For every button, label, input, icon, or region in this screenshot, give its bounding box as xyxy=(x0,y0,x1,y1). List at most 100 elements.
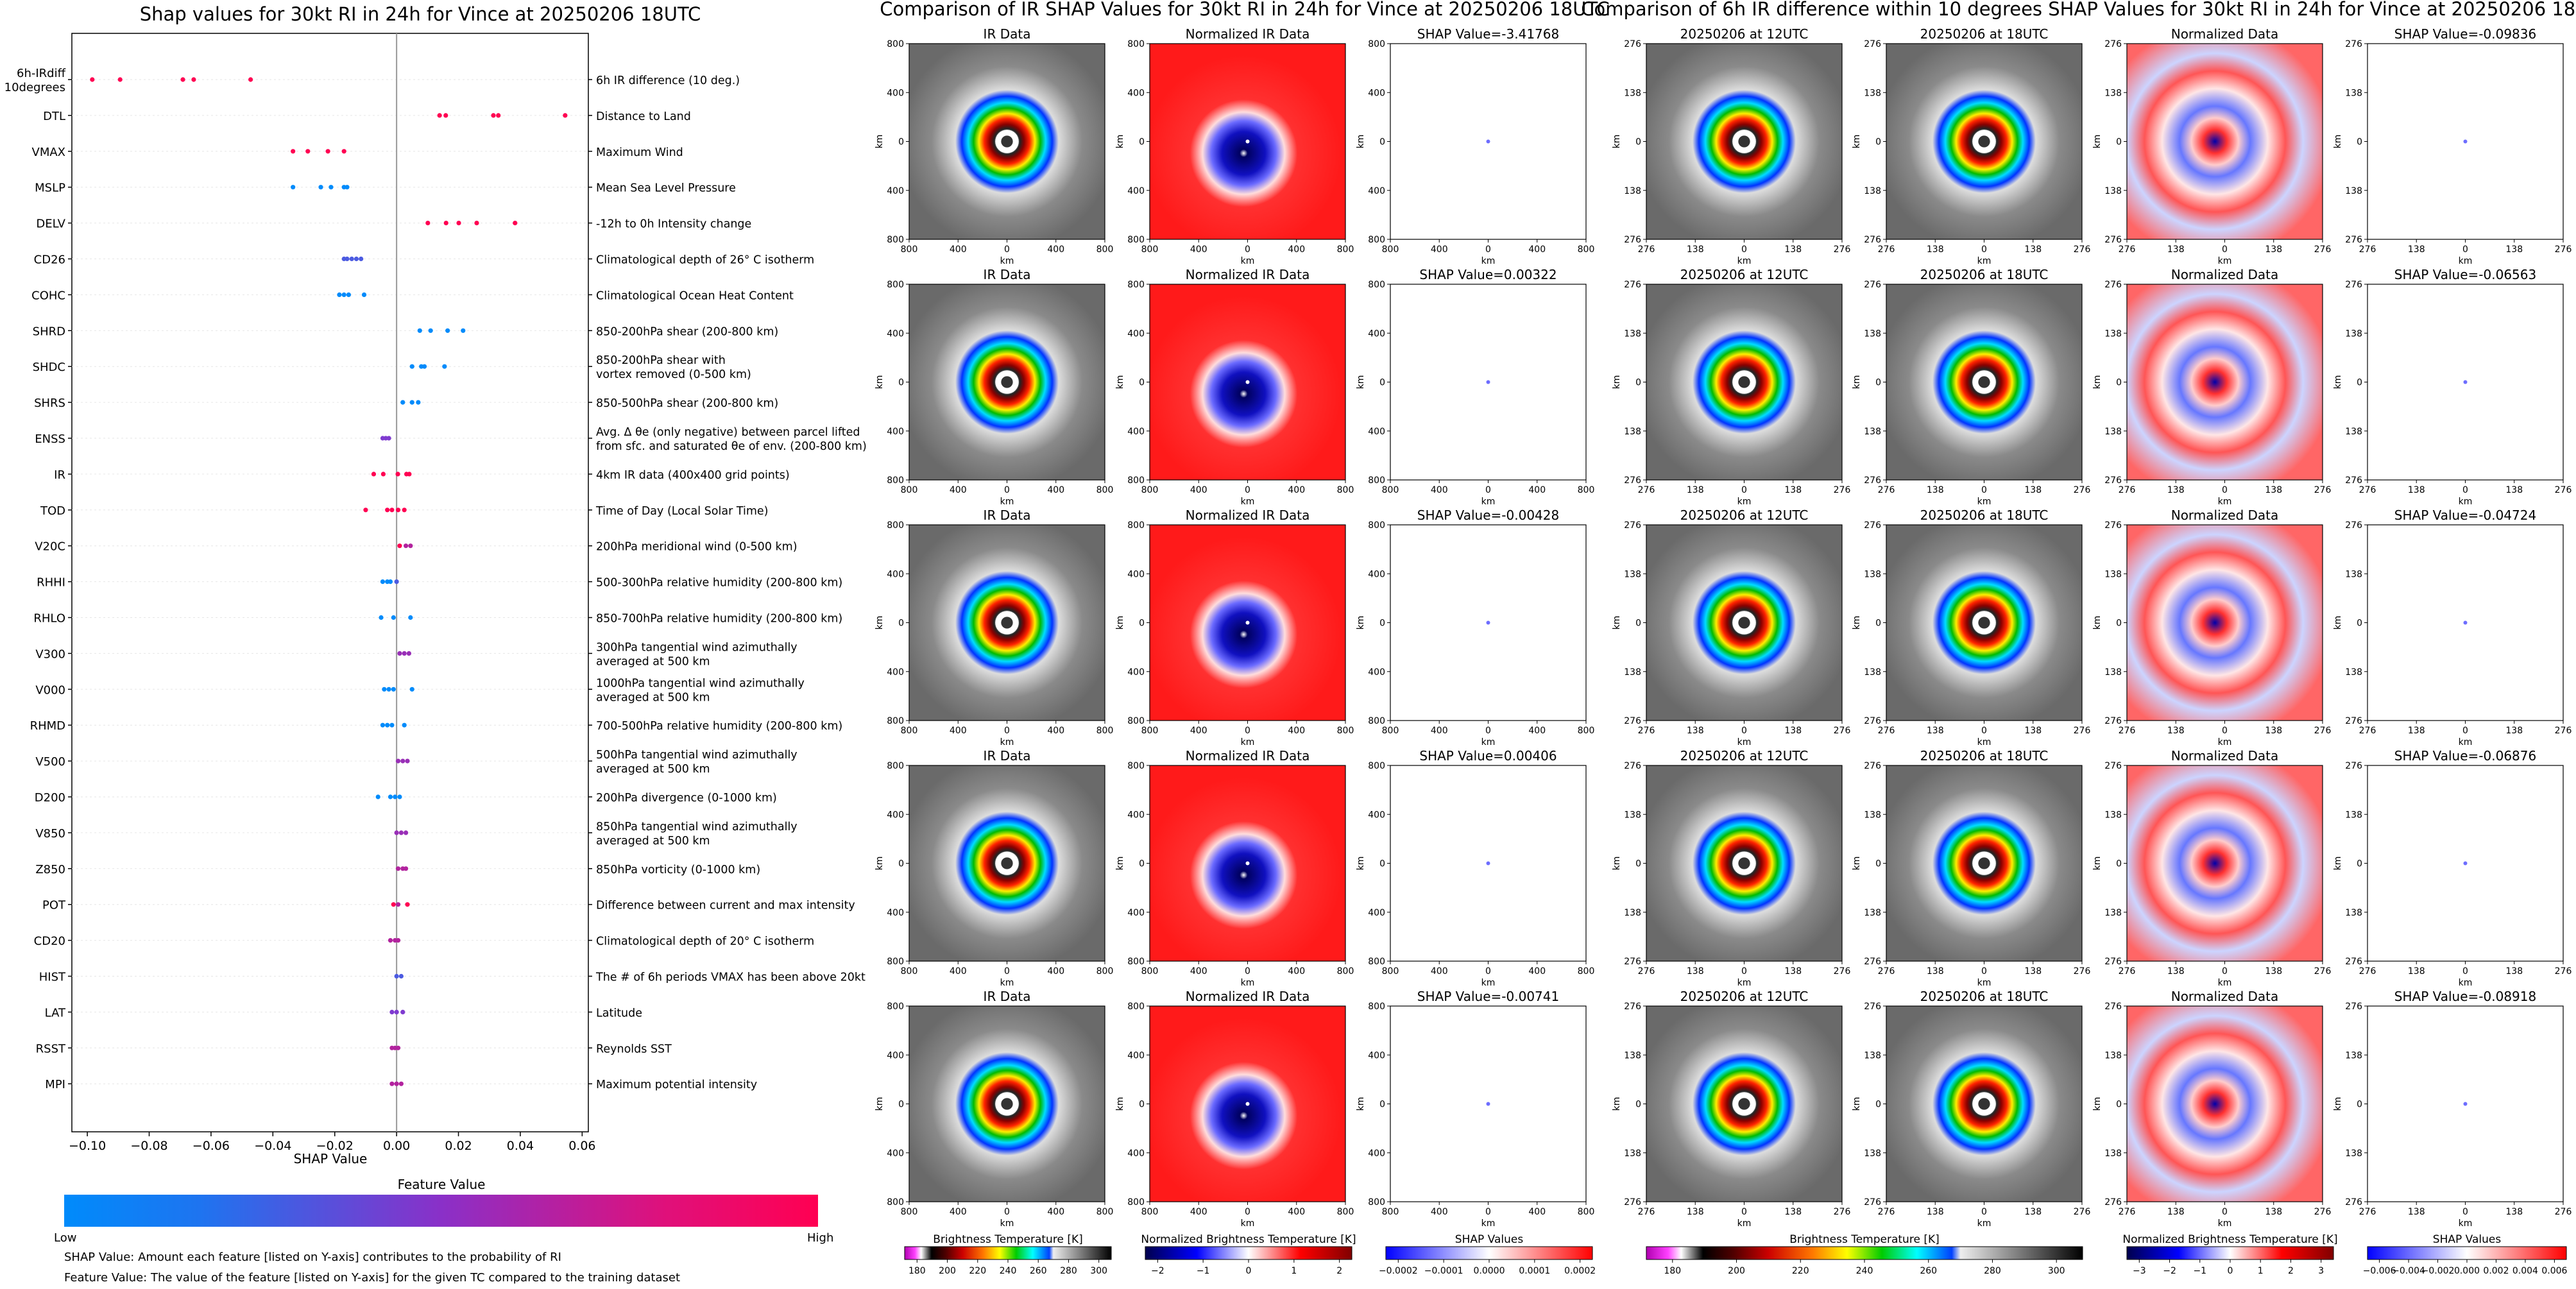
feature-code-label: LAT xyxy=(45,1006,66,1020)
y-tick-label: 800 xyxy=(1127,716,1145,726)
y-tick-label: 138 xyxy=(2345,427,2362,437)
x-tick-label: 0 xyxy=(1741,966,1747,977)
image-panel: 20250206 at 12UTC27627613813800138138276… xyxy=(1612,508,1850,747)
colorbar-tick-label: 0.0002 xyxy=(1564,1266,1596,1276)
shap-point xyxy=(409,400,414,405)
image-panel: SHAP Value=-0.06876276276138138001381382… xyxy=(2333,748,2572,988)
panel-title: 20250206 at 18UTC xyxy=(1920,508,2049,523)
x-tick-label: 138 xyxy=(1687,726,1704,736)
feature-description: 4km IR data (400x400 grid points) xyxy=(596,469,790,482)
panel-title: 20250206 at 18UTC xyxy=(1920,748,2049,764)
feature-description: 200hPa meridional wind (0-500 km) xyxy=(596,541,798,554)
image-panel: SHAP Value=-0.08918276276138138001381382… xyxy=(2333,989,2572,1229)
y-tick-label: 800 xyxy=(1368,475,1385,486)
x-tick-label: 400 xyxy=(950,244,967,255)
panel-title: 20250206 at 12UTC xyxy=(1680,267,1809,282)
y-tick-label: 138 xyxy=(1624,1148,1641,1159)
shap-point xyxy=(386,687,391,692)
y-tick-label: 276 xyxy=(1624,957,1641,967)
shap-point xyxy=(371,472,377,477)
feature-description: vortex removed (0-500 km) xyxy=(596,368,751,381)
y-tick-label: 800 xyxy=(887,716,904,726)
shap-point xyxy=(443,221,448,226)
x-tick-label: 0.06 xyxy=(568,1139,595,1153)
y-tick-label: 138 xyxy=(1624,427,1641,437)
x-tick-label: 0 xyxy=(1981,485,1987,495)
y-tick-label: 400 xyxy=(887,569,904,579)
x-tick-label: 400 xyxy=(950,485,967,495)
irdiff-panel-grid: 20250206 at 12UTC 276 276 138 138 0 0 138 138 276… xyxy=(1612,26,2572,1229)
y-tick-label: 800 xyxy=(1368,957,1385,967)
diff-image xyxy=(2127,284,2323,480)
feature-description: 500-300hPa relative humidity (200-800 km… xyxy=(596,577,842,590)
y-tick-label: 138 xyxy=(1624,569,1641,579)
x-tick-label: 276 xyxy=(1878,966,1895,977)
feature-description: 850-200hPa shear with xyxy=(596,354,726,367)
shap-center-mark xyxy=(1486,620,1490,625)
x-tick-label: 276 xyxy=(2555,244,2572,255)
x-tick-label: 0 xyxy=(1004,1207,1010,1217)
colorbar-high-label: High xyxy=(807,1231,833,1245)
x-tick-label: 800 xyxy=(1382,244,1399,255)
shap-center-mark xyxy=(1486,861,1490,866)
y-tick-label: 0 xyxy=(1635,1100,1641,1110)
y-axis-label: km xyxy=(874,1097,885,1111)
eye-core-mark xyxy=(1738,617,1750,629)
shap-point xyxy=(180,77,185,82)
shap-point xyxy=(402,722,407,728)
x-axis-label: km xyxy=(1977,737,1992,747)
y-axis-label: km xyxy=(1612,375,1622,389)
x-tick-label: 800 xyxy=(1096,1207,1114,1217)
y-tick-label: 800 xyxy=(1368,520,1385,531)
x-axis-label: km xyxy=(1977,256,1992,266)
x-axis-label: km xyxy=(1481,737,1496,747)
y-tick-label: 800 xyxy=(1127,475,1145,486)
feature-code-label: MSLP xyxy=(35,182,65,195)
shap-point xyxy=(563,113,568,118)
diff-image xyxy=(2127,1006,2323,1202)
shap-point xyxy=(513,221,518,226)
feature-code-label: MPI xyxy=(45,1078,65,1091)
x-tick-label: 276 xyxy=(2359,966,2376,977)
y-tick-label: 138 xyxy=(2345,1148,2362,1159)
y-axis-label: km xyxy=(2092,135,2103,149)
y-tick-label: 800 xyxy=(887,235,904,245)
y-tick-label: 276 xyxy=(2104,1002,2122,1012)
image-panel: Normalized IR Data8008004004000040040080… xyxy=(1115,26,1354,266)
x-axis-label: km xyxy=(1977,1218,1992,1229)
x-tick-label: 276 xyxy=(1834,726,1851,736)
x-tick-label: 0.00 xyxy=(383,1139,410,1153)
x-tick-label: 276 xyxy=(2359,726,2376,736)
colorbar-tick-label: −2 xyxy=(2163,1266,2176,1276)
y-tick-label: 276 xyxy=(1864,1197,1881,1208)
colorbar-tick-label: 0.0001 xyxy=(1519,1266,1550,1276)
shap-point xyxy=(474,221,479,226)
x-tick-label: 276 xyxy=(2314,485,2332,495)
shap-point xyxy=(461,328,466,333)
y-tick-label: 138 xyxy=(1624,88,1641,98)
x-axis-label: km xyxy=(1000,737,1014,747)
x-tick-label: 276 xyxy=(1878,244,1895,255)
x-tick-label: 0 xyxy=(1485,485,1491,495)
x-tick-label: 0 xyxy=(1245,244,1250,255)
y-tick-label: 138 xyxy=(2345,186,2362,196)
x-axis-label: km xyxy=(1481,256,1496,266)
eye-core-mark xyxy=(1978,857,1990,869)
x-tick-label: 400 xyxy=(1431,485,1448,495)
y-tick-label: 400 xyxy=(1127,667,1145,678)
feature-description: Mean Sea Level Pressure xyxy=(596,182,736,195)
y-axis-label: km xyxy=(1115,135,1125,149)
x-tick-label: 400 xyxy=(1047,726,1064,736)
x-axis-label: km xyxy=(1000,497,1014,507)
colorbar-tick-label: 3 xyxy=(2318,1266,2324,1276)
x-tick-label: 0 xyxy=(2222,966,2228,977)
shap-point xyxy=(397,794,402,799)
y-axis-label: km xyxy=(1115,857,1125,871)
shap-point xyxy=(408,615,413,620)
panel-title: SHAP Value=-0.08918 xyxy=(2394,989,2536,1004)
x-tick-label: 0 xyxy=(1004,966,1010,977)
shap-point xyxy=(397,543,402,549)
shap-point xyxy=(394,830,399,835)
y-tick-label: 0 xyxy=(2116,378,2122,388)
eye-core-mark xyxy=(1738,857,1750,869)
